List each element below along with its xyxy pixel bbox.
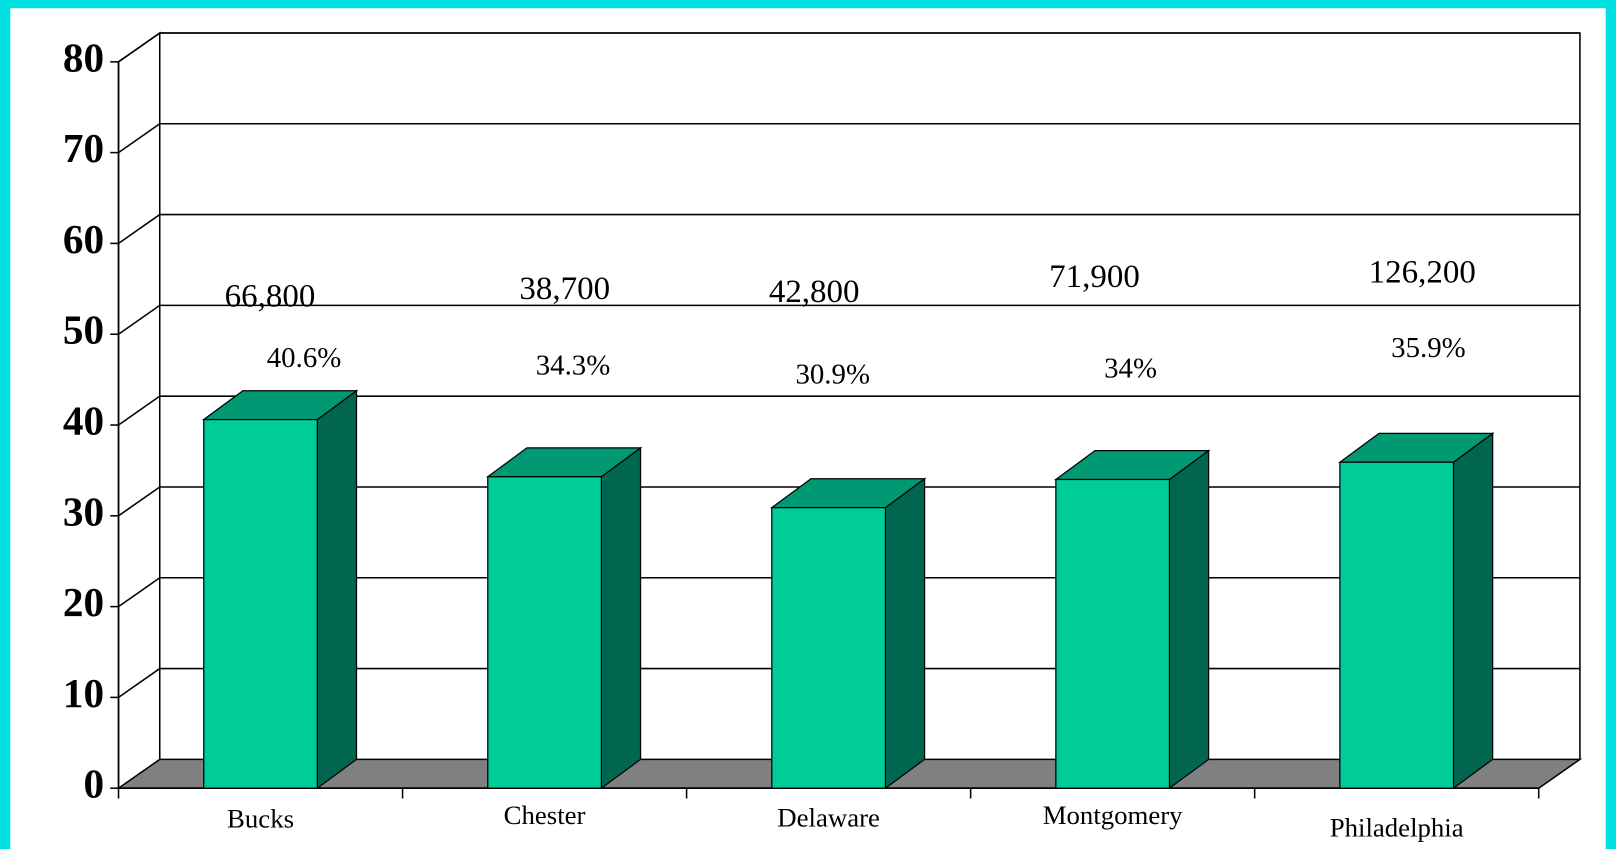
count-label: 38,700 — [519, 271, 610, 307]
count-label: 66,800 — [225, 278, 316, 314]
y-tick-label: 60 — [63, 216, 104, 262]
x-tick-label: Montgomery — [1043, 800, 1183, 830]
y-tick-label: 20 — [63, 579, 104, 625]
y-tick-label: 30 — [63, 488, 104, 534]
y-tick-label: 0 — [83, 761, 104, 807]
y-tick-label: 40 — [63, 397, 104, 443]
count-label: 126,200 — [1369, 255, 1476, 291]
bar-side — [1168, 449, 1210, 790]
grid-line — [118, 395, 1580, 426]
y-tick-label: 50 — [63, 307, 104, 353]
bar — [487, 476, 603, 789]
grid-line — [118, 122, 1580, 154]
x-tick-label: Philadelphia — [1330, 813, 1464, 843]
value-label: 34% — [1104, 353, 1157, 385]
value-label: 30.9% — [795, 359, 870, 391]
bar — [1055, 478, 1171, 789]
bar — [1339, 461, 1455, 789]
bar-side — [884, 477, 926, 790]
bar — [203, 418, 318, 789]
y-tick-label: 70 — [63, 125, 104, 171]
y-tick-label: 80 — [63, 34, 104, 80]
x-tick-label: Delaware — [777, 802, 880, 832]
grid-line — [118, 213, 1580, 245]
x-tick-label: Chester — [504, 800, 586, 830]
bar-side — [600, 446, 642, 790]
grid-line — [118, 32, 1580, 63]
value-label: 35.9% — [1391, 332, 1466, 364]
y-tick-label: 10 — [63, 670, 104, 716]
bar — [771, 507, 887, 789]
x-tick-label: Bucks — [227, 803, 294, 833]
value-label: 40.6% — [267, 342, 342, 374]
count-label: 42,800 — [769, 274, 860, 310]
value-label: 34.3% — [536, 349, 611, 381]
count-label: 71,900 — [1049, 259, 1140, 295]
bar-side — [1452, 432, 1494, 790]
bar-side — [316, 389, 358, 790]
grid-line — [118, 304, 1580, 335]
